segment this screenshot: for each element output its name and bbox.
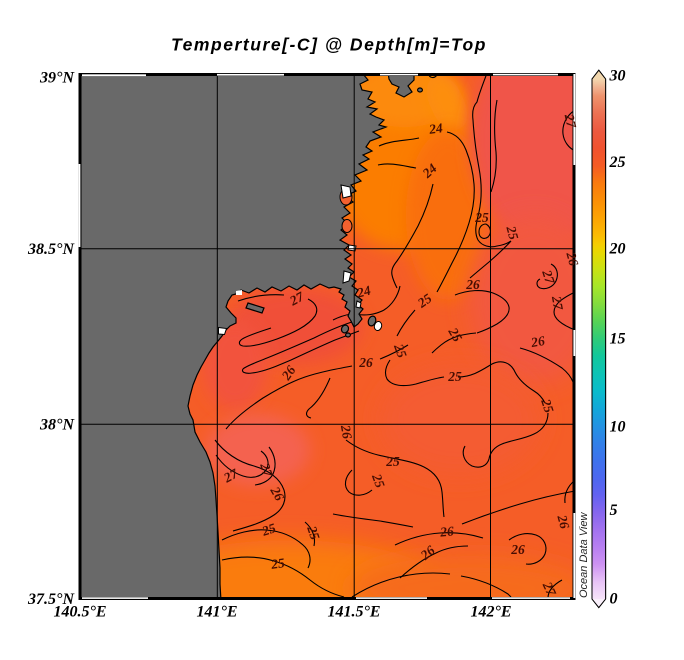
svg-text:26: 26 xyxy=(563,249,581,267)
svg-text:25: 25 xyxy=(447,369,462,384)
svg-text:25: 25 xyxy=(391,341,410,360)
svg-text:26: 26 xyxy=(338,423,355,440)
svg-text:25: 25 xyxy=(503,223,521,241)
svg-text:25: 25 xyxy=(269,555,286,572)
svg-text:26: 26 xyxy=(465,277,480,292)
svg-text:Ocean Data View: Ocean Data View xyxy=(578,512,590,598)
svg-text:26: 26 xyxy=(510,542,525,557)
svg-text:10: 10 xyxy=(610,419,626,436)
svg-text:141°E: 141°E xyxy=(196,604,237,621)
svg-text:27: 27 xyxy=(562,112,580,131)
svg-text:142°E: 142°E xyxy=(470,604,511,621)
svg-text:0: 0 xyxy=(610,591,618,608)
svg-text:25: 25 xyxy=(445,324,465,344)
svg-text:27: 27 xyxy=(549,294,567,312)
svg-text:26: 26 xyxy=(267,483,287,503)
svg-text:25: 25 xyxy=(609,154,626,171)
svg-text:25: 25 xyxy=(474,210,489,225)
svg-text:26: 26 xyxy=(554,512,572,530)
svg-text:20: 20 xyxy=(609,241,626,258)
svg-text:Temperture[-C] @ Depth[m]=Top: Temperture[-C] @ Depth[m]=Top xyxy=(171,35,487,55)
svg-text:24: 24 xyxy=(427,120,444,137)
svg-text:25: 25 xyxy=(538,396,557,415)
svg-text:5: 5 xyxy=(610,502,618,519)
svg-text:25: 25 xyxy=(304,523,323,542)
svg-text:38.5°N: 38.5°N xyxy=(27,241,75,258)
svg-text:25: 25 xyxy=(369,471,388,490)
svg-text:26: 26 xyxy=(439,523,455,539)
svg-text:26: 26 xyxy=(529,333,546,350)
svg-text:38°N: 38°N xyxy=(39,417,75,434)
svg-text:25: 25 xyxy=(385,454,400,469)
svg-text:24: 24 xyxy=(354,282,372,300)
svg-text:37.5°N: 37.5°N xyxy=(27,591,75,608)
svg-text:25: 25 xyxy=(259,520,278,539)
svg-text:26: 26 xyxy=(358,355,373,370)
svg-text:141.5°E: 141.5°E xyxy=(327,604,380,621)
svg-text:15: 15 xyxy=(610,331,626,348)
svg-text:140.5°E: 140.5°E xyxy=(53,604,106,621)
svg-text:27: 27 xyxy=(539,267,558,287)
svg-text:27: 27 xyxy=(257,460,276,480)
svg-text:39°N: 39°N xyxy=(39,70,75,87)
svg-text:30: 30 xyxy=(609,68,626,85)
